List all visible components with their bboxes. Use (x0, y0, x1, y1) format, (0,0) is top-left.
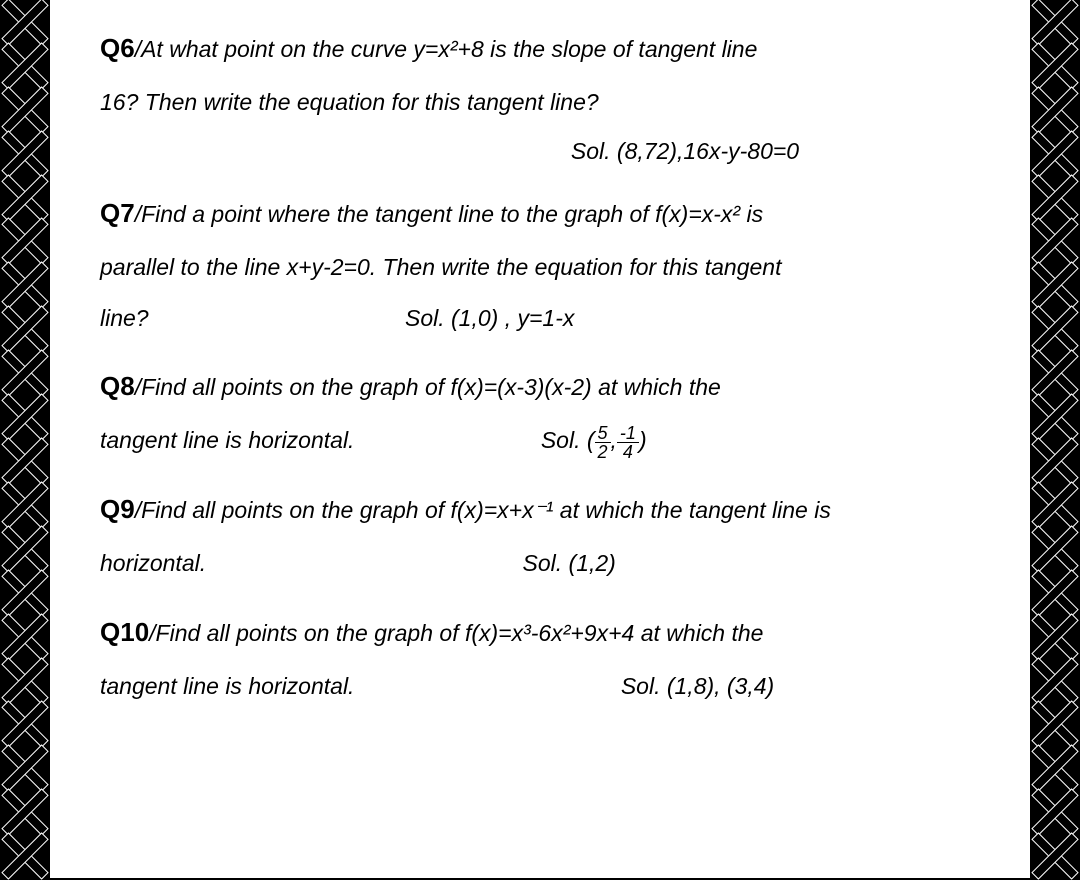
question-9-text: Q9/Find all points on the graph of f(x)=… (100, 481, 990, 538)
question-number: 8 (120, 371, 134, 401)
question-label: Q (100, 494, 120, 524)
question-6-line2: 16? Then write the equation for this tan… (100, 77, 990, 128)
question-7-line1: Find a point where the tangent line to t… (141, 201, 763, 227)
question-number: 6 (120, 33, 134, 63)
question-number: 10 (120, 617, 149, 647)
question-label: Q (100, 371, 120, 401)
question-number: 7 (120, 198, 134, 228)
question-6-line1: At what point on the curve y=x²+8 is the… (141, 36, 757, 62)
question-label: Q (100, 617, 120, 647)
question-10-line1: Find all points on the graph of f(x)=x³-… (156, 620, 764, 646)
question-8-solution: Sol. (52,-14) (541, 415, 647, 466)
question-7-text: Q7/Find a point where the tangent line t… (100, 185, 990, 242)
question-10: Q10/Find all points on the graph of f(x)… (100, 604, 990, 712)
question-7-solution: Sol. (1,0) , y=1-x (405, 293, 574, 344)
question-9: Q9/Find all points on the graph of f(x)=… (100, 481, 990, 589)
document-content: Q6/At what point on the curve y=x²+8 is … (50, 0, 1030, 878)
question-6-text: Q6/At what point on the curve y=x²+8 is … (100, 20, 990, 77)
question-9-line2: horizontal. Sol. (1,2) (100, 538, 990, 589)
question-6-solution: Sol. (8,72),16x-y-80=0 (100, 138, 990, 165)
decorative-border-left (0, 0, 50, 878)
question-label: Q (100, 33, 120, 63)
question-number: 9 (120, 494, 134, 524)
question-10-line2: tangent line is horizontal. Sol. (1,8), … (100, 661, 990, 712)
question-8: Q8/Find all points on the graph of f(x)=… (100, 358, 990, 466)
question-9-line1: Find all points on the graph of f(x)=x+x… (141, 497, 831, 523)
question-6: Q6/At what point on the curve y=x²+8 is … (100, 20, 990, 165)
question-label: Q (100, 198, 120, 228)
question-8-line1: Find all points on the graph of f(x)=(x-… (141, 374, 721, 400)
decorative-border-right (1030, 0, 1080, 878)
question-9-solution: Sol. (1,2) (523, 538, 616, 589)
fraction-5-2: 52 (595, 424, 611, 461)
question-10-text: Q10/Find all points on the graph of f(x)… (100, 604, 990, 661)
question-7-line3: line? Sol. (1,0) , y=1-x (100, 293, 990, 344)
fraction-neg1-4: -14 (617, 424, 639, 461)
question-10-solution: Sol. (1,8), (3,4) (621, 661, 774, 712)
question-7-line2: parallel to the line x+y-2=0. Then write… (100, 242, 990, 293)
question-8-line2: tangent line is horizontal. Sol. (52,-14… (100, 415, 990, 466)
question-7: Q7/Find a point where the tangent line t… (100, 185, 990, 343)
question-8-text: Q8/Find all points on the graph of f(x)=… (100, 358, 990, 415)
